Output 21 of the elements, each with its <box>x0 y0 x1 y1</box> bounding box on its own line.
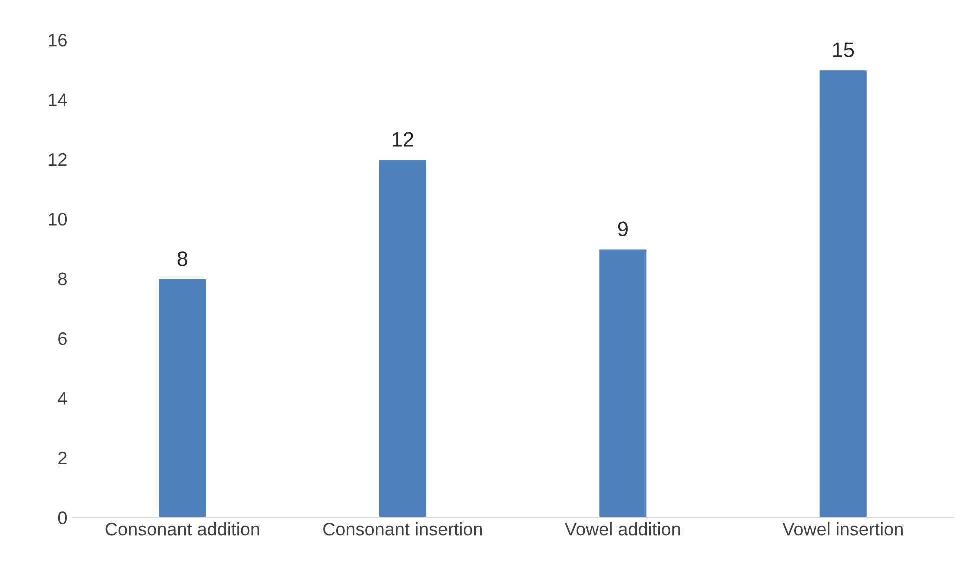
y-tick-label: 10 <box>49 213 68 226</box>
y-tick-label: 2 <box>58 452 67 464</box>
data-label: 9 <box>618 222 628 237</box>
bar <box>378 158 428 518</box>
bar <box>158 278 208 518</box>
y-tick-label: 8 <box>58 272 67 286</box>
y-tick-label: 12 <box>49 153 67 166</box>
x-tick-label: Vowel insertion <box>782 522 903 536</box>
bar <box>598 248 648 518</box>
x-tick-label: Consonant addition <box>106 522 260 536</box>
x-tick-label: Consonant insertion <box>324 522 482 536</box>
x-tick-label: Vowel addition <box>565 522 680 536</box>
y-tick-label: 6 <box>58 332 67 346</box>
y-tick-label: 4 <box>58 392 68 405</box>
data-label: 15 <box>833 42 854 58</box>
data-label: 8 <box>178 252 188 266</box>
y-tick-label: 0 <box>58 512 68 524</box>
data-label: 12 <box>392 132 414 147</box>
bar <box>818 69 868 518</box>
y-tick-label: 14 <box>49 94 68 106</box>
y-tick-label: 16 <box>49 34 67 47</box>
